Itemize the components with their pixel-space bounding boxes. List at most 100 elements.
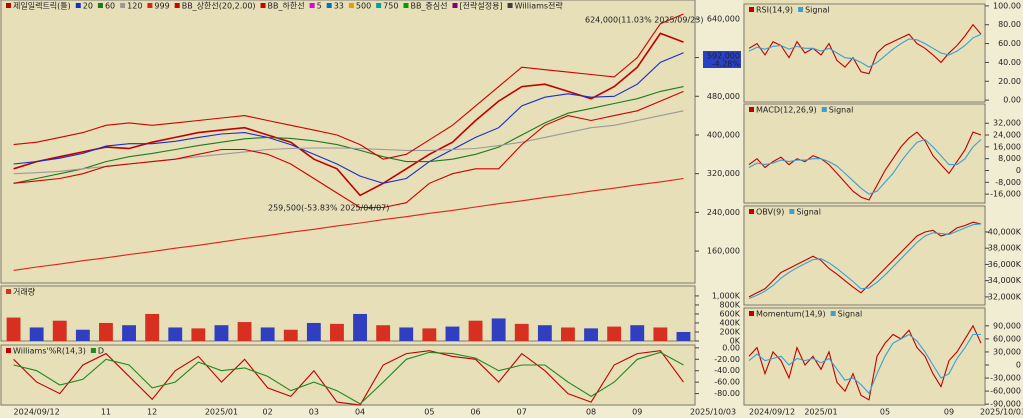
series-line (13, 13, 684, 160)
legend-swatch (174, 3, 180, 8)
legend-swatch (75, 3, 81, 8)
legend-swatch (507, 3, 513, 8)
y-tick-label: 400,000 (707, 130, 740, 139)
legend-label: Signal (829, 106, 854, 115)
y-tick-label: -60.00 (714, 378, 740, 387)
volume-bar (306, 322, 321, 341)
x-tick-label: 12 (147, 408, 157, 417)
legend-label: MACD(12,26,9) (756, 106, 817, 115)
volume-bar (260, 327, 275, 341)
y-tick-label: 200K (719, 327, 740, 336)
legend-label: 제일일렉트릭(틀) (13, 1, 71, 11)
legend-swatch (403, 3, 409, 8)
y-tick-label: -30,000 (990, 374, 1021, 383)
y-tick-label: 32,000 (993, 119, 1021, 128)
volume-bar (376, 325, 391, 341)
legend-label: BB_상한선(20,2.00) (182, 1, 256, 11)
volume-bar (676, 331, 691, 341)
legend-label: 120 (127, 2, 142, 11)
x-tick-label: 2025/10/03 (980, 408, 1023, 417)
x-tick-label: 03 (309, 408, 319, 417)
y-axis-area (986, 0, 1023, 418)
legend-swatch (749, 311, 754, 316)
legend-swatch (749, 209, 754, 214)
series-line (748, 138, 982, 195)
legend-swatch (749, 107, 754, 112)
y-tick-label: -80.00 (714, 389, 740, 398)
legend-label: 60 (105, 2, 115, 11)
y-tick-label: 480,000 (707, 92, 740, 101)
y-tick-label: 38,000K (988, 244, 1022, 253)
legend-label: RSI(14,9) (756, 6, 793, 15)
volume-bar (584, 328, 598, 341)
x-tick-label: 04 (355, 408, 365, 417)
y-tick-label: 0K (730, 337, 741, 346)
y-tick-label: 240,000 (707, 208, 740, 217)
legend-label: 33 (334, 2, 344, 11)
legend-label: 5 (317, 2, 322, 11)
x-tick-label: 2024/09/12 (14, 408, 60, 417)
x-tick-label: 2025/01 (205, 408, 238, 417)
y-tick-label: 800K (719, 300, 740, 309)
legend-label: 500 (356, 2, 371, 11)
x-tick-label: 2024/09/12 (749, 408, 795, 417)
legend-label: [전략설정용] (460, 1, 503, 11)
x-tick-label: 05 (424, 408, 434, 417)
volume-bar (653, 327, 668, 341)
volume-bar (6, 317, 21, 341)
volume-bar (237, 322, 252, 341)
legend-swatch (6, 3, 11, 8)
legend-swatch (452, 3, 458, 8)
y-tick-label: -90,000 (990, 400, 1021, 409)
series-line (748, 131, 982, 201)
volume-bar (561, 327, 575, 341)
y-tick-label: -40.00 (714, 366, 740, 375)
x-axis-area (0, 406, 1023, 418)
legend-swatch (326, 3, 332, 8)
volume-bar (445, 326, 460, 341)
min-annotation: 259,500(-53.83% 2025/04/07) (268, 204, 389, 213)
y-tick-label: -8,000 (995, 178, 1021, 187)
legend-swatch (798, 7, 804, 12)
y-tick-label: 640,000 (707, 14, 740, 23)
y-tick-label: 24,000 (993, 131, 1021, 140)
y-tick-label: 1,000K (712, 291, 741, 300)
price-box-value: 592,000 (707, 52, 740, 61)
series-line (748, 23, 982, 75)
x-tick-label: 05 (880, 408, 890, 417)
volume-bar (29, 327, 44, 341)
y-tick-label: 160,000 (707, 247, 740, 256)
legend-swatch (6, 289, 11, 294)
x-tick-label: 11 (101, 408, 111, 417)
y-tick-label: 8,000 (998, 154, 1021, 163)
y-tick-label: 40,000K (988, 227, 1022, 236)
legend-swatch (376, 3, 382, 8)
volume-bar (607, 326, 622, 341)
x-tick-label: 06 (470, 408, 480, 417)
volume-bar (283, 329, 298, 341)
x-tick-label: 09 (632, 408, 642, 417)
legend-label: Momentum(14,9) (756, 310, 826, 319)
y-tick-label: -20.00 (714, 355, 740, 364)
legend-label: OBV(9) (756, 208, 784, 217)
series-line (13, 350, 684, 406)
legend-swatch (90, 348, 96, 353)
series-line (13, 32, 684, 197)
volume-bar (168, 327, 183, 341)
legend-swatch (789, 209, 795, 214)
price-box (703, 51, 741, 68)
y-tick-label: 0.00 (1003, 96, 1021, 105)
legend-swatch (260, 3, 266, 8)
legend-label: BB_중심선 (410, 1, 447, 11)
series-line (748, 333, 981, 395)
y-tick-label: 36,000K (988, 260, 1022, 269)
y-tick-label: 600K (719, 309, 740, 318)
x-tick-label: 2025/10/03 (690, 408, 736, 417)
volume-bar (99, 322, 113, 341)
series-line (13, 177, 684, 271)
series-line (13, 86, 684, 184)
legend-label: 999 (154, 2, 169, 11)
series-line (13, 351, 684, 405)
